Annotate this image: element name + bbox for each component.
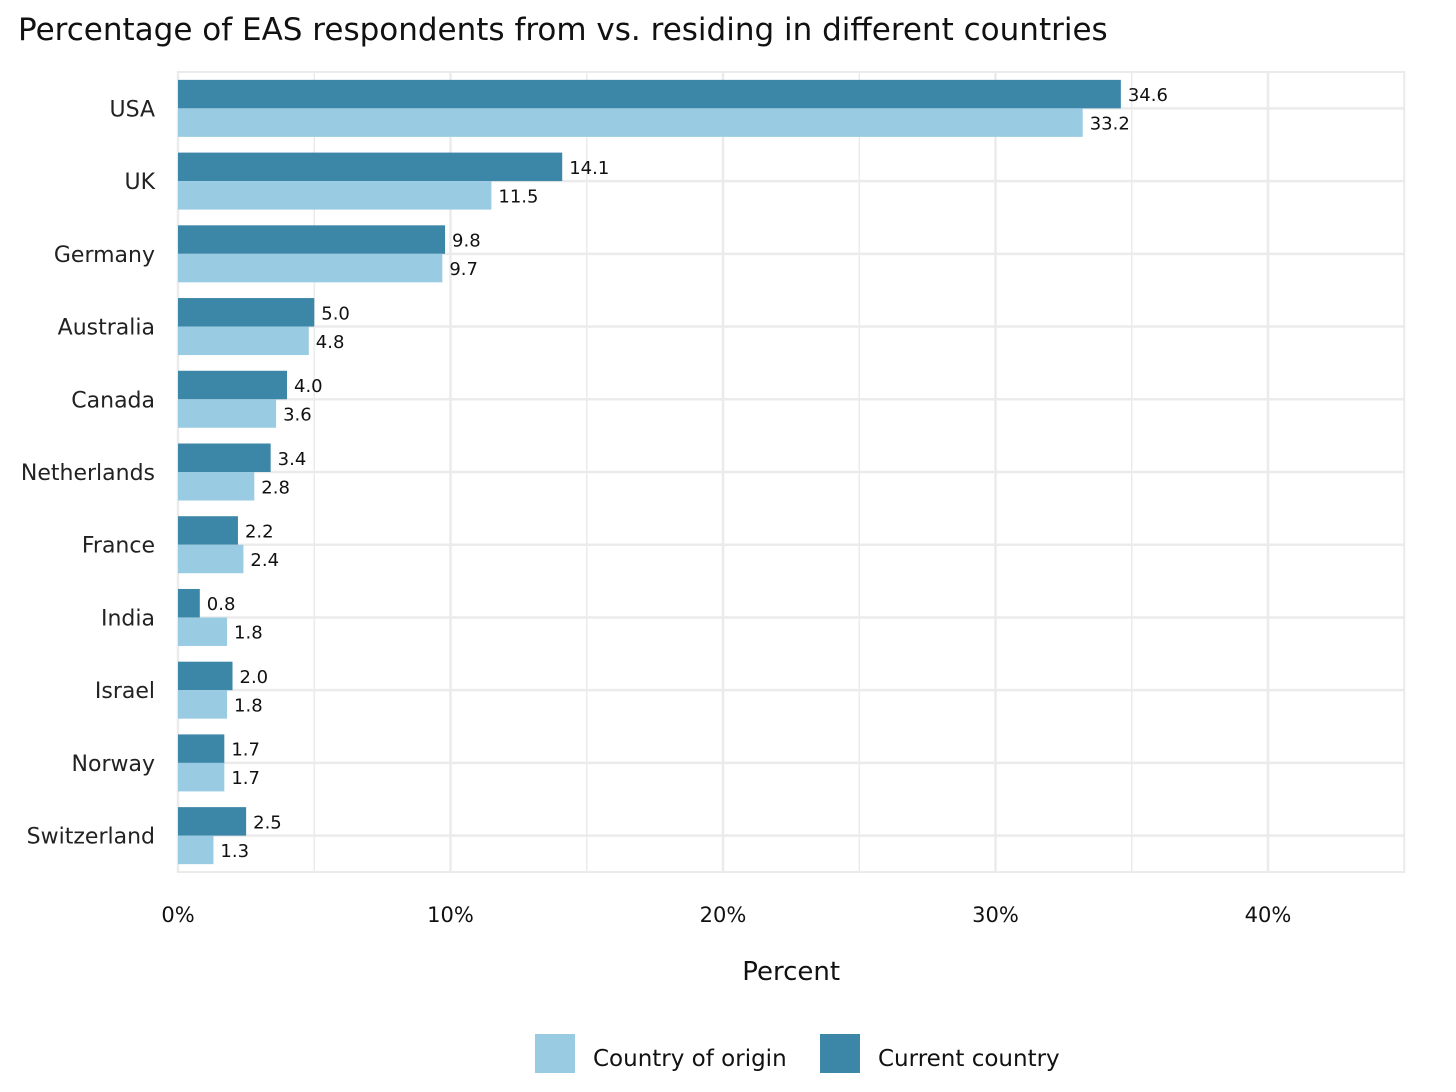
bar-current-country [178,152,563,182]
data-label: 2.8 [261,477,290,498]
y-tick-label-india: India [101,606,155,631]
x-tick-label: 10% [427,903,474,927]
y-tick-label-netherlands: Netherlands [21,461,155,486]
bar-current-country [178,298,315,327]
y-tick-label-germany: Germany [54,243,155,268]
bar-current-country [178,370,287,400]
data-label: 33.2 [1090,114,1130,135]
data-label: 1.7 [231,740,260,761]
bar-country-of-origin [178,762,225,792]
bar-current-country [178,588,200,618]
bar-country-of-origin [178,181,492,210]
y-tick-label-canada: Canada [71,388,155,413]
data-label: 4.0 [294,376,323,397]
bar-country-of-origin [178,544,244,574]
data-label: 1.8 [234,623,263,644]
bar-country-of-origin [178,253,443,283]
data-label: 5.0 [321,303,350,324]
chart-title: Percentage of EAS respondents from vs. r… [18,12,1108,48]
bar-country-of-origin [178,617,228,646]
legend-label: Current country [878,1046,1060,1072]
bar-country-of-origin [178,108,1083,137]
bar-current-country [178,516,238,545]
data-label: 34.6 [1128,85,1168,106]
data-label: 2.2 [245,521,274,542]
data-label: 1.8 [234,695,263,716]
bar-country-of-origin [178,472,255,501]
y-tick-label-usa: USA [109,97,155,122]
data-label: 0.8 [207,594,236,615]
bar-current-country [178,225,446,254]
data-label: 9.7 [449,259,478,280]
x-tick-label: 30% [972,903,1019,927]
bar-country-of-origin [178,835,214,865]
data-label: 2.4 [250,550,279,571]
data-label: 1.3 [220,841,249,862]
x-tick-label: 20% [700,903,747,927]
x-tick-label: 0% [161,903,194,927]
data-label: 11.5 [498,186,538,207]
data-label: 3.4 [278,449,307,470]
legend-swatch [535,1034,575,1073]
data-label: 14.1 [569,158,609,179]
bar-current-country [178,661,233,691]
x-tick-label: 40% [1245,903,1292,927]
bar-current-country [178,443,271,472]
bar-country-of-origin [178,399,277,428]
y-tick-label-israel: Israel [95,679,155,704]
y-tick-label-uk: UK [124,170,155,195]
bar-current-country [178,79,1121,109]
bar-current-country [178,734,225,763]
bar-current-country [178,807,247,836]
legend-swatch [820,1034,860,1073]
legend-label: Country of origin [593,1046,787,1072]
data-label: 3.6 [283,405,312,426]
bar-country-of-origin [178,690,228,719]
y-tick-label-france: France [82,534,155,559]
data-label: 1.7 [231,768,260,789]
bar-country-of-origin [178,326,309,356]
y-tick-label-switzerland: Switzerland [27,825,155,850]
y-tick-label-australia: Australia [58,316,155,341]
data-label: 2.5 [253,812,282,833]
x-axis-title: Percent [742,957,840,987]
y-tick-label-norway: Norway [72,752,155,777]
data-label: 9.8 [452,231,481,252]
data-label: 4.8 [316,332,345,353]
data-label: 2.0 [240,667,269,688]
